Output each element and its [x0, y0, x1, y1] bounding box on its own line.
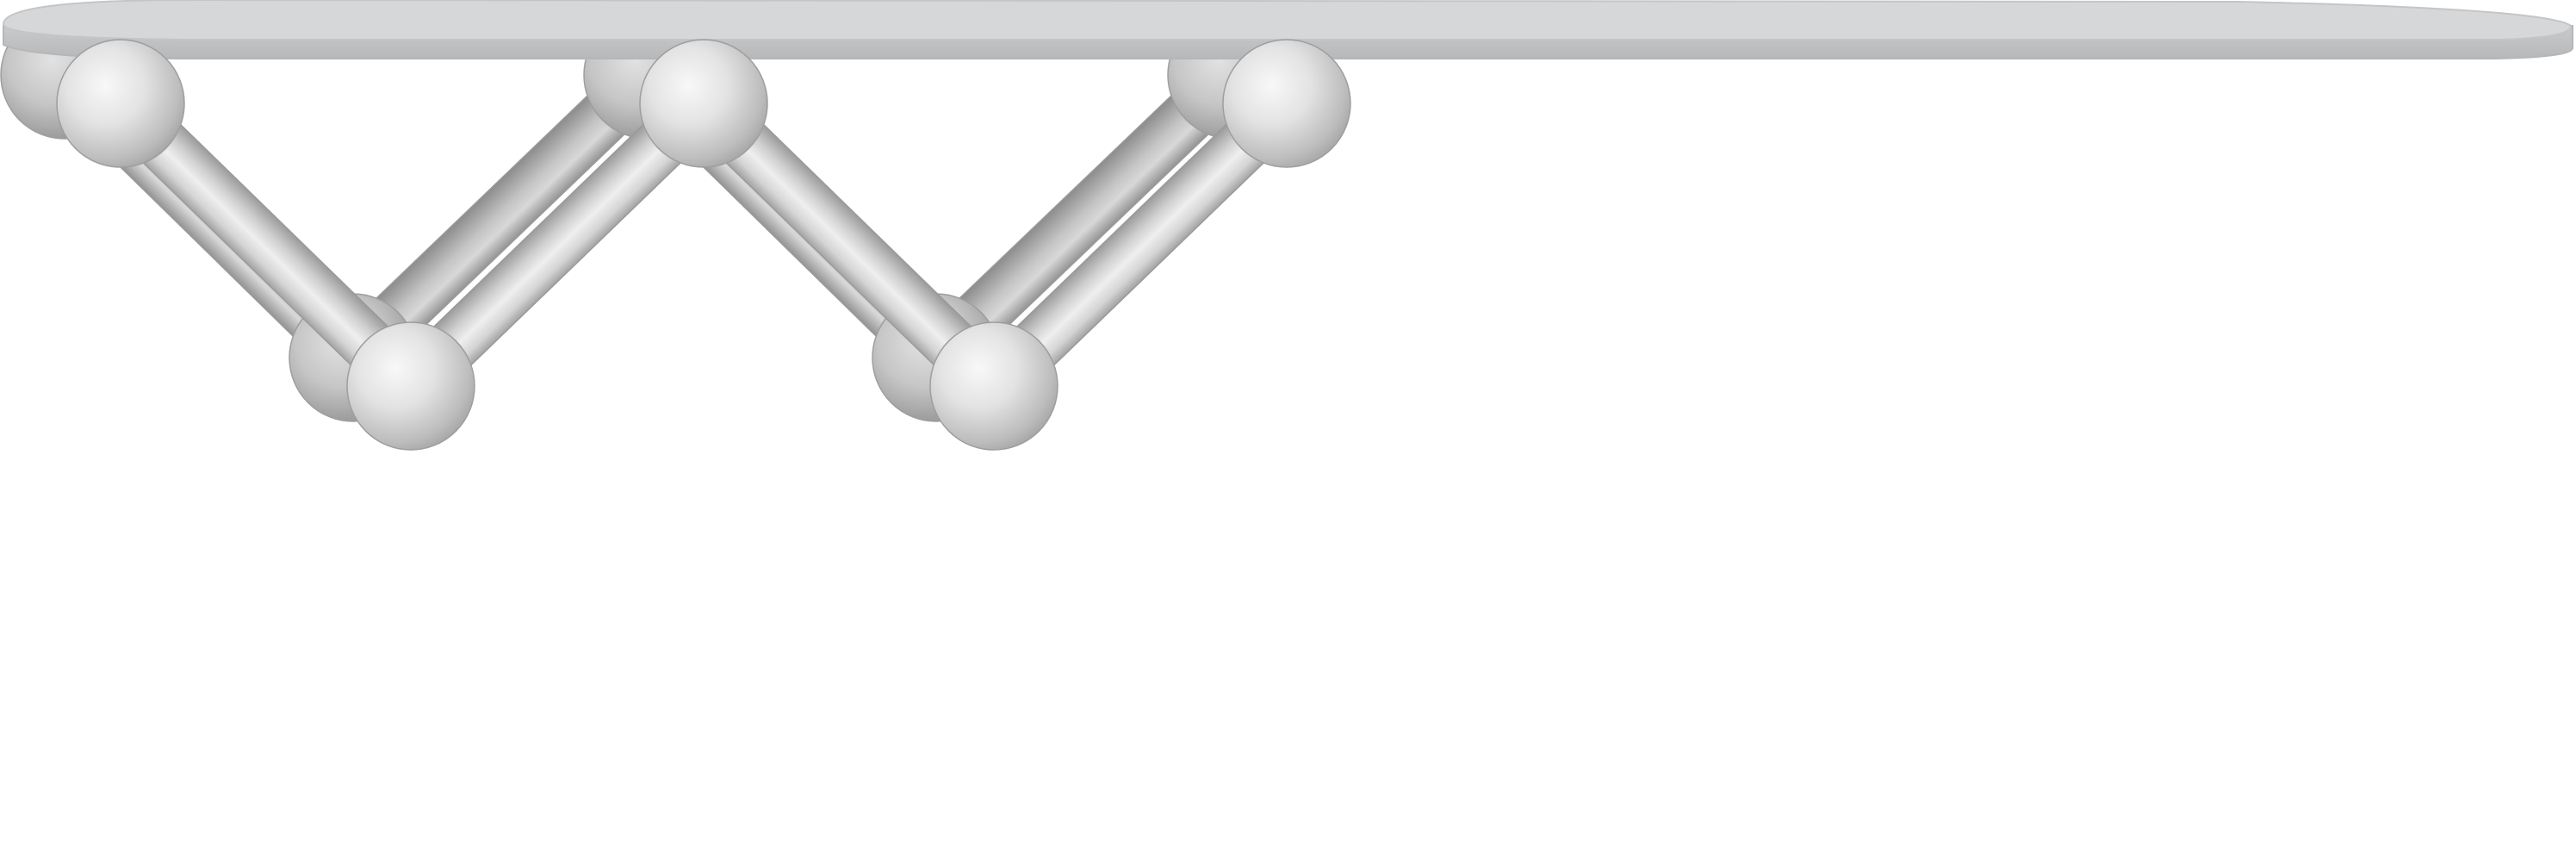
front-node — [346, 321, 475, 451]
front-node — [56, 39, 185, 168]
front-nodes-group — [56, 39, 1351, 451]
front-node — [929, 321, 1058, 451]
top-plate-surface — [2, 0, 2573, 41]
front-node — [1222, 39, 1351, 168]
front-node — [639, 39, 768, 168]
front-rods-group — [101, 83, 1307, 407]
